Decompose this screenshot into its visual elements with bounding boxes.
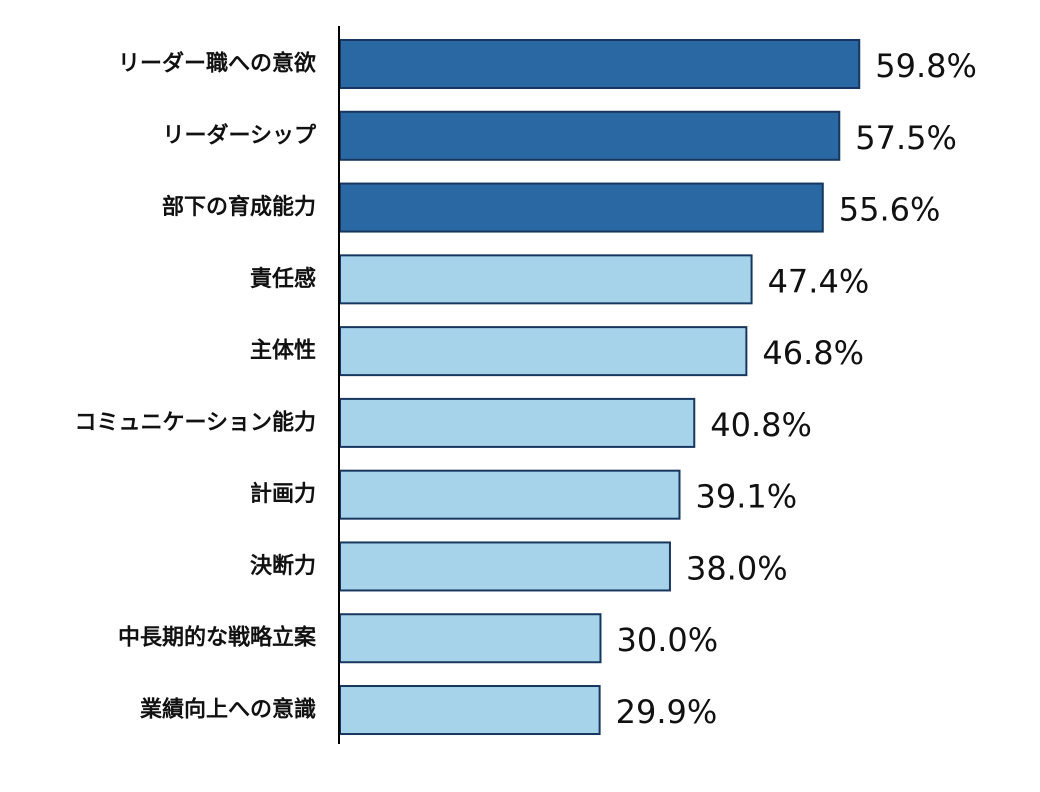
bar-10 <box>339 685 601 736</box>
bar-8 <box>339 541 671 592</box>
category-label-7: 計画力 <box>250 481 316 507</box>
value-label-2: 57.5% <box>855 119 957 157</box>
bar-2 <box>339 110 841 161</box>
value-label-10: 29.9% <box>616 693 718 731</box>
category-label-8: 決断力 <box>250 553 316 579</box>
bar-7 <box>339 469 681 520</box>
category-label-1: リーダー職への意欲 <box>118 51 316 77</box>
bar-4 <box>339 254 753 305</box>
bar-9 <box>339 613 602 664</box>
value-label-7: 39.1% <box>696 478 798 516</box>
bar-1 <box>339 39 861 89</box>
value-label-3: 55.6% <box>839 191 941 229</box>
value-label-6: 40.8% <box>710 406 812 444</box>
value-label-8: 38.0% <box>686 549 788 587</box>
category-label-9: 中長期的な戦略立案 <box>118 625 317 651</box>
bar-3 <box>339 182 824 233</box>
category-label-5: 主体性 <box>250 339 316 364</box>
category-label-3: 部下の育成能力 <box>162 194 316 220</box>
category-label-6: コミュニケーション能力 <box>74 409 316 435</box>
category-label-10: 業績向上への意識 <box>140 697 316 723</box>
bar-6 <box>339 397 696 448</box>
value-label-1: 59.8% <box>875 47 977 85</box>
value-label-4: 47.4% <box>768 262 870 300</box>
value-label-5: 46.8% <box>762 334 864 372</box>
bar-5 <box>339 326 748 377</box>
bars-group: リーダー職への意欲 59.8% リーダーシップ 57.5% 部下の育成能力 55.6% 責任… <box>74 39 977 736</box>
category-label-2: リーダーシップ <box>162 122 317 148</box>
value-label-9: 30.0% <box>616 621 718 659</box>
category-label-4: 責任感 <box>250 266 316 292</box>
